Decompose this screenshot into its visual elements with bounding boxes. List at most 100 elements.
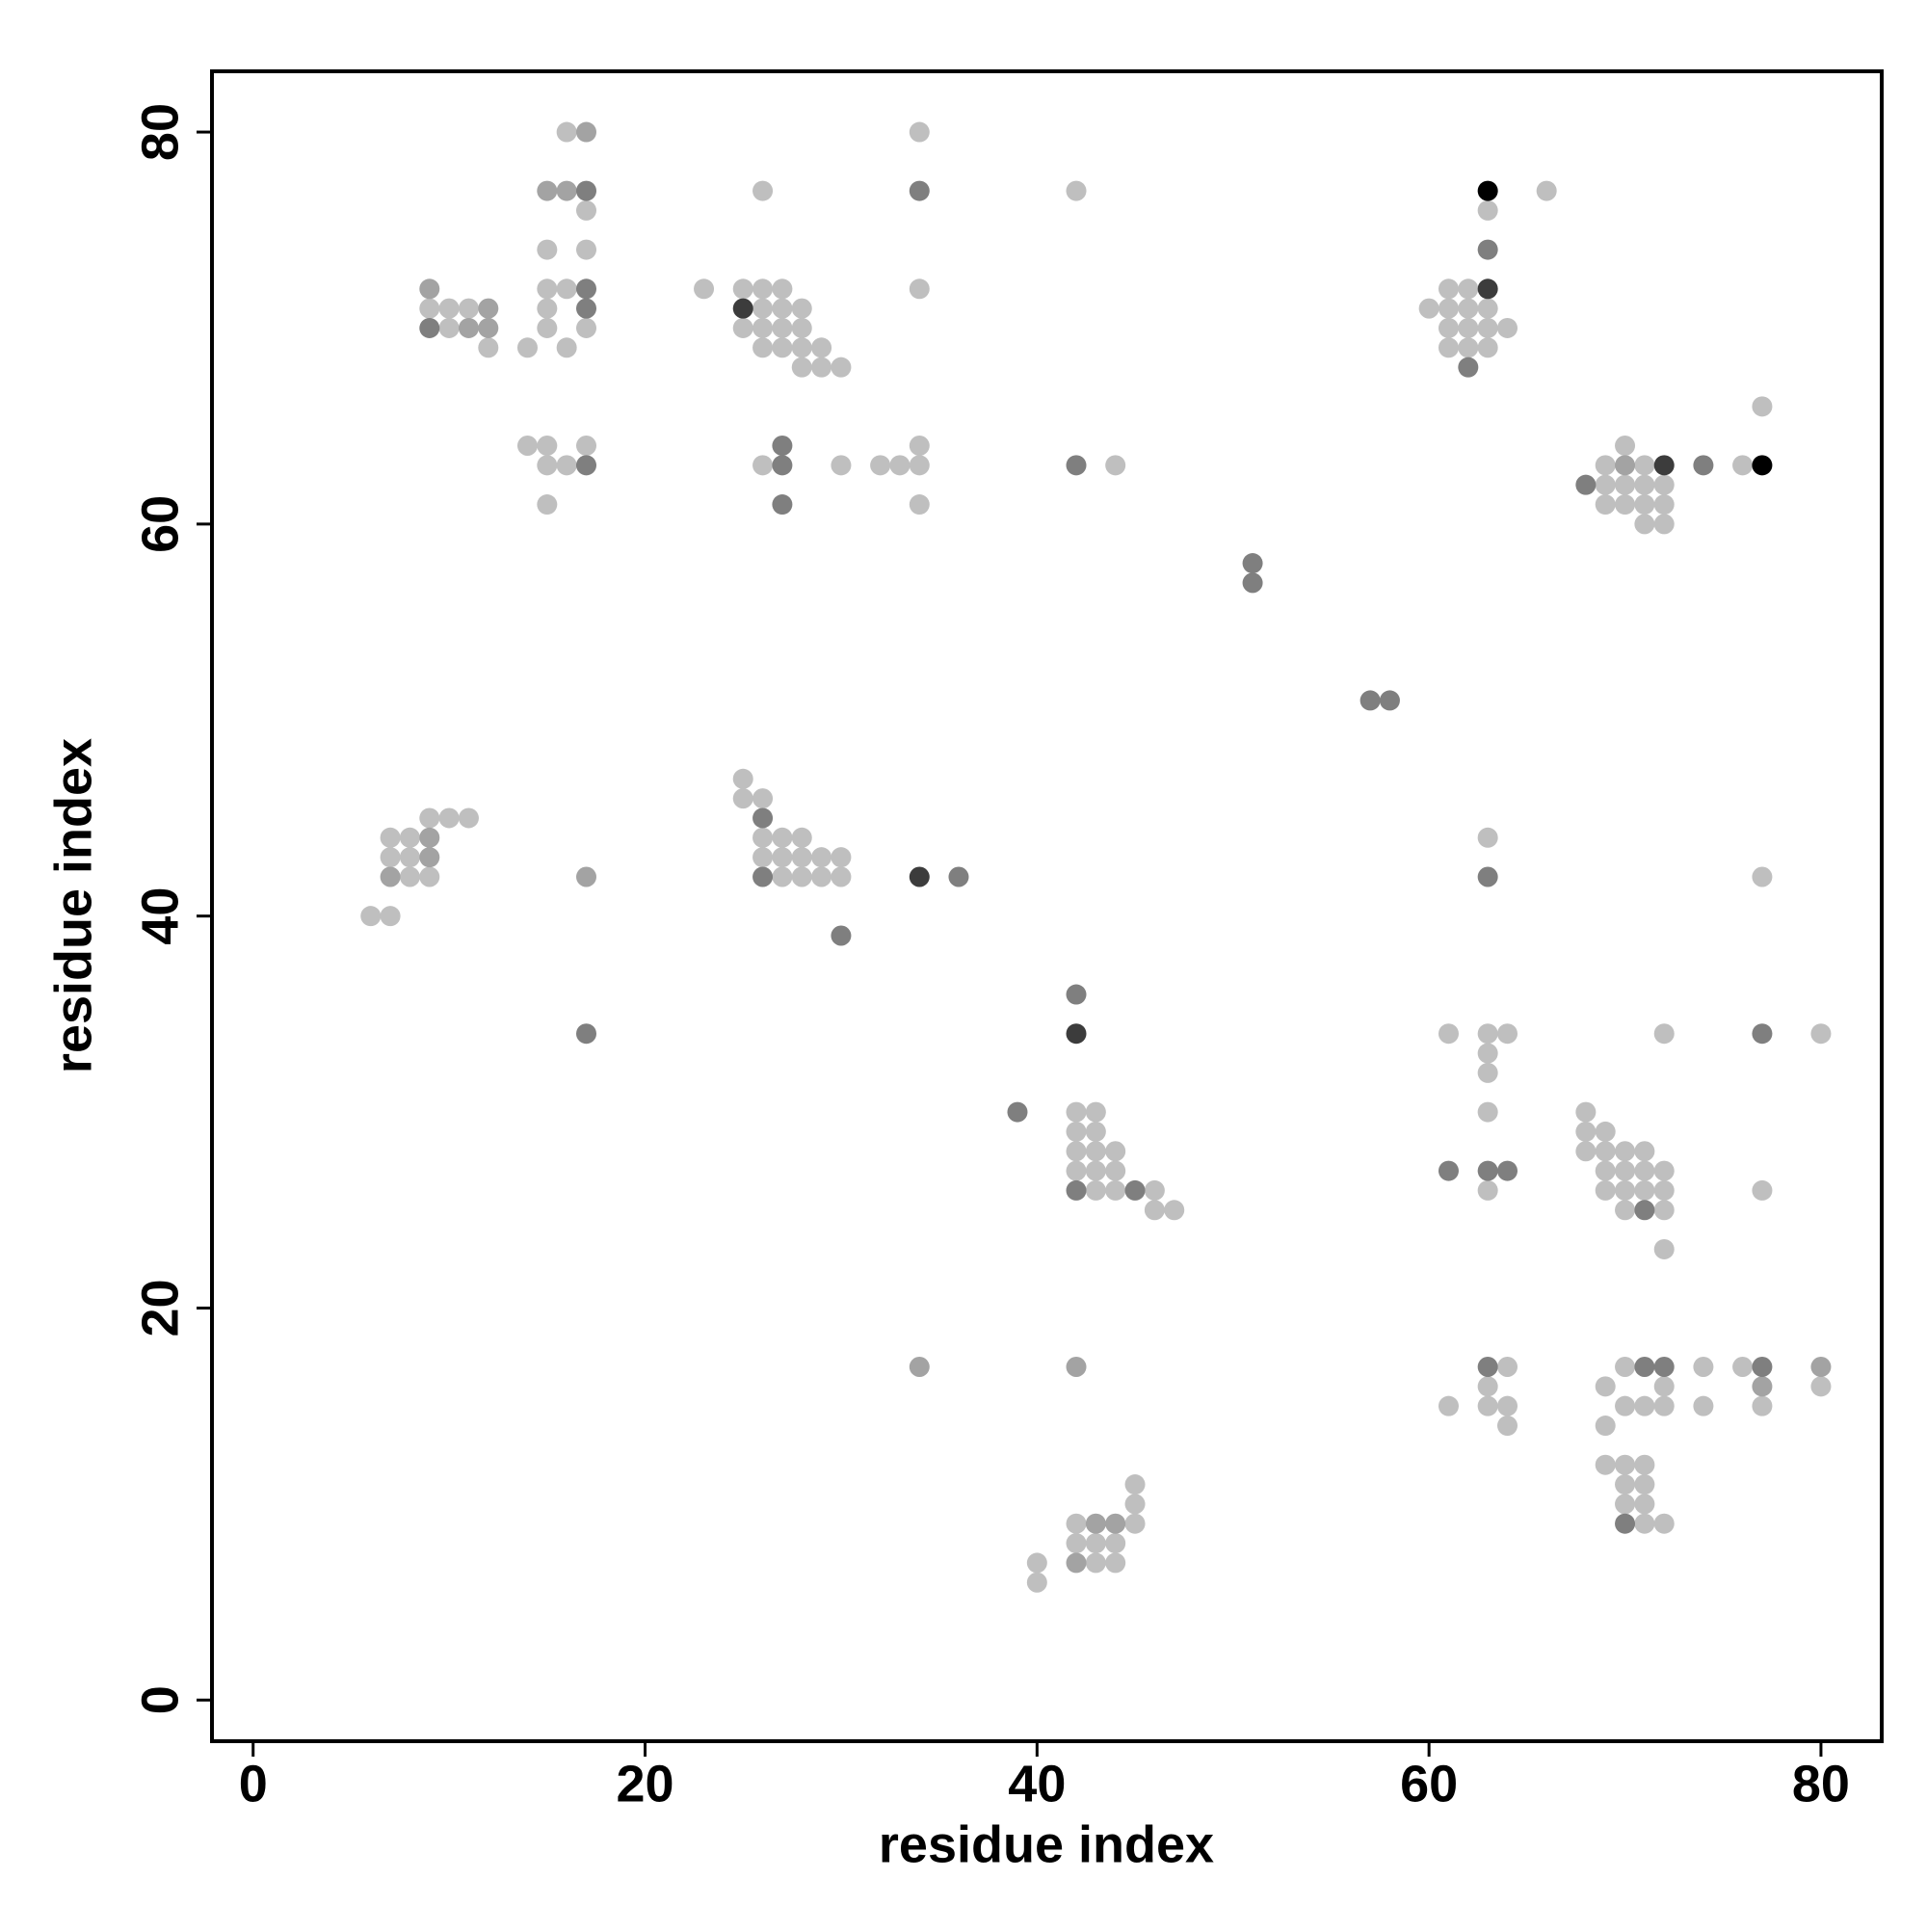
point — [1066, 1121, 1087, 1142]
point — [1085, 1141, 1106, 1162]
point — [399, 827, 420, 848]
point — [537, 455, 558, 476]
point — [791, 298, 812, 319]
point — [1438, 1395, 1459, 1416]
point — [1496, 1416, 1518, 1437]
point — [1536, 180, 1557, 201]
y-tick-label: 20 — [131, 1279, 189, 1337]
point — [556, 455, 577, 476]
point — [1615, 455, 1636, 476]
point — [772, 278, 793, 300]
point — [1124, 1179, 1146, 1201]
point — [1615, 474, 1636, 495]
point — [1615, 1200, 1636, 1221]
point — [419, 827, 440, 848]
point — [556, 121, 577, 143]
point — [438, 298, 460, 319]
point — [1066, 1533, 1087, 1554]
point — [1085, 1121, 1106, 1142]
x-tick-label: 20 — [616, 1755, 673, 1813]
point — [1242, 572, 1263, 594]
x-tick-label: 60 — [1400, 1755, 1458, 1813]
point — [1066, 1160, 1087, 1181]
point — [1752, 1023, 1773, 1045]
point — [1496, 1023, 1518, 1045]
point — [1595, 1416, 1616, 1437]
point — [1085, 1513, 1106, 1534]
point — [1379, 690, 1400, 711]
point — [1752, 1356, 1773, 1377]
point — [831, 866, 852, 887]
point — [1066, 1141, 1087, 1162]
point — [1653, 494, 1675, 516]
point — [870, 455, 891, 476]
point — [576, 436, 597, 457]
point — [438, 807, 460, 829]
point — [772, 827, 793, 848]
point — [458, 317, 479, 338]
point — [1458, 278, 1479, 300]
point — [909, 494, 930, 516]
point — [380, 847, 401, 868]
point — [1477, 866, 1498, 887]
point — [1752, 396, 1773, 417]
point — [419, 278, 440, 300]
x-axis-label: residue index — [879, 1815, 1214, 1873]
y-axis-label: residue index — [44, 738, 102, 1073]
point — [1438, 1160, 1459, 1181]
point — [1653, 1200, 1675, 1221]
point — [1575, 1121, 1597, 1142]
point — [752, 866, 774, 887]
point — [1085, 1179, 1106, 1201]
point — [1066, 1101, 1087, 1123]
y-tick-label: 40 — [131, 887, 189, 945]
point — [1124, 1474, 1146, 1495]
point — [752, 807, 774, 829]
point — [380, 827, 401, 848]
point — [811, 847, 832, 868]
y-tick-label: 60 — [131, 495, 189, 553]
point — [772, 494, 793, 516]
point — [1595, 1121, 1616, 1142]
point — [1007, 1101, 1028, 1123]
point — [1242, 553, 1263, 574]
point — [1615, 1356, 1636, 1377]
point — [791, 847, 812, 868]
point — [1634, 494, 1655, 516]
point — [399, 866, 420, 887]
point — [1634, 1179, 1655, 1201]
point — [1634, 1513, 1655, 1534]
point — [1615, 1179, 1636, 1201]
point — [752, 180, 774, 201]
point — [1105, 1179, 1126, 1201]
point — [1105, 1141, 1126, 1162]
point — [909, 121, 930, 143]
point — [1477, 1023, 1498, 1045]
point — [791, 827, 812, 848]
point — [419, 866, 440, 887]
point — [1477, 199, 1498, 221]
point — [1085, 1533, 1106, 1554]
y-tick-label: 80 — [131, 103, 189, 161]
point — [732, 278, 753, 300]
point — [772, 317, 793, 338]
point — [752, 455, 774, 476]
point — [1026, 1552, 1047, 1574]
point — [752, 317, 774, 338]
point — [1615, 1141, 1636, 1162]
point — [752, 337, 774, 358]
point — [1438, 337, 1459, 358]
point — [537, 239, 558, 260]
point — [1595, 455, 1616, 476]
point — [1693, 455, 1714, 476]
x-tick-label: 80 — [1792, 1755, 1850, 1813]
point — [1496, 1395, 1518, 1416]
point — [1124, 1513, 1146, 1534]
point — [1438, 317, 1459, 338]
point — [419, 298, 440, 319]
point — [1085, 1160, 1106, 1181]
point — [1066, 455, 1087, 476]
point — [909, 180, 930, 201]
point — [537, 180, 558, 201]
point — [1477, 1395, 1498, 1416]
